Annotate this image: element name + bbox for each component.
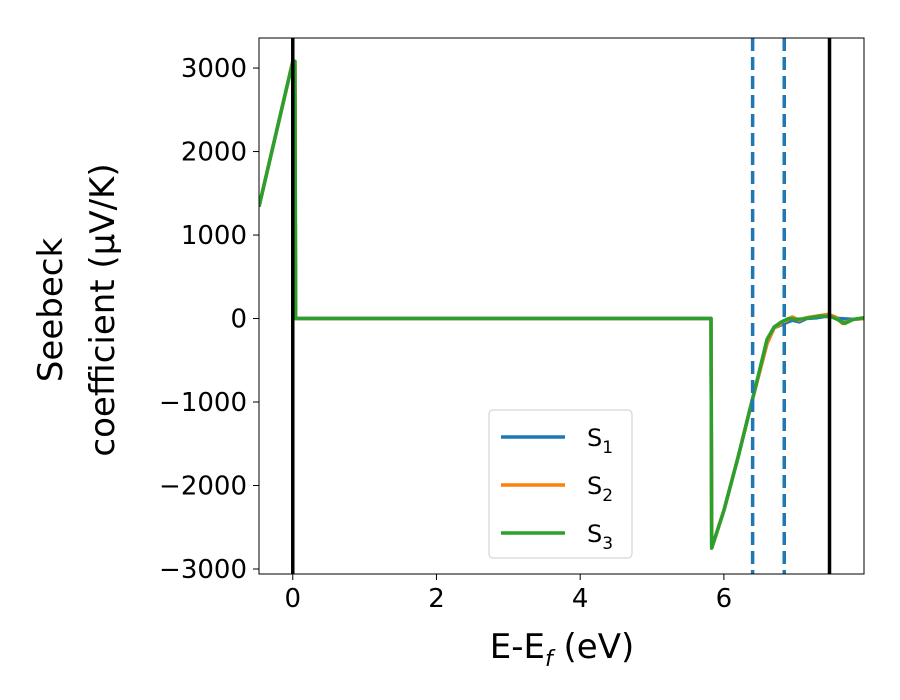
x-tick-label: 4 — [572, 584, 589, 614]
y-tick-label: −3000 — [159, 555, 247, 585]
y-axis: 3000 2000 1000 0 −1000 −2000 −3000 — [159, 54, 259, 585]
x-tick-label: 0 — [284, 584, 301, 614]
plot-frame — [258, 37, 865, 575]
legend-label-s2: S2 — [587, 472, 613, 506]
y-tick-label: −2000 — [159, 472, 247, 502]
y-tick-label: −1000 — [159, 388, 247, 418]
x-axis-title-subscript: f — [545, 647, 556, 672]
plot-layer — [259, 38, 864, 574]
y-axis-title: Seebeck coefficient (μV/K) — [31, 163, 123, 456]
legend-label-s1: S1 — [587, 424, 613, 458]
legend: S1 S2 S3 — [488, 409, 633, 559]
y-axis-title-line2: coefficient (μV/K) — [83, 163, 123, 456]
x-tick-label: 6 — [716, 584, 733, 614]
x-tick-label: 2 — [428, 584, 445, 614]
x-axis-title: E-Ef (eV) — [490, 627, 635, 672]
legend-label-s3: S3 — [587, 520, 613, 554]
y-axis-title-line1: Seebeck — [31, 238, 71, 383]
x-axis: 0 2 4 6 — [284, 574, 732, 614]
x-axis-title-main: E-E — [490, 627, 545, 667]
y-tick-label: 0 — [230, 305, 247, 335]
y-tick-label: 2000 — [181, 138, 247, 168]
y-tick-label: 3000 — [181, 54, 247, 84]
y-tick-label: 1000 — [181, 221, 247, 251]
x-axis-title-unit: (eV) — [553, 627, 635, 667]
